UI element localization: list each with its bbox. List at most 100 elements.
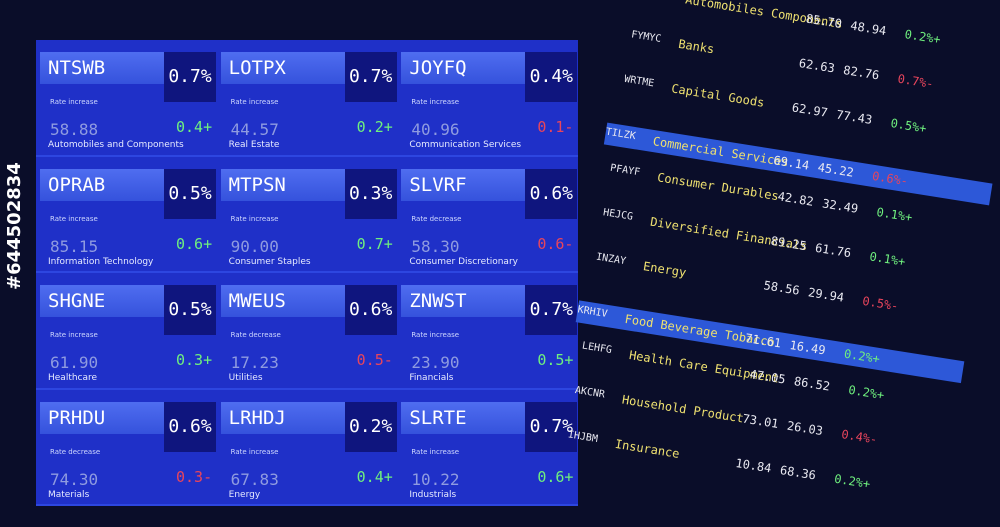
stock-tile: LRHDJ 0.2% Rate increase 67.83 0.4+ Energy bbox=[216, 390, 398, 506]
ticker: ZNWST bbox=[401, 285, 528, 317]
change: 0.1- bbox=[537, 118, 574, 136]
sector: Information Technology bbox=[48, 256, 154, 267]
sector: Automobiles and Components bbox=[48, 140, 184, 150]
value-a: 89.25 bbox=[769, 233, 808, 254]
rate-label: Rate decrease bbox=[411, 214, 462, 223]
rate-label: Rate increase bbox=[230, 214, 279, 223]
sector: Materials bbox=[48, 489, 90, 500]
value-a: 73.01 bbox=[741, 411, 780, 432]
value-b: 48.94 bbox=[849, 18, 888, 39]
sector: Banks bbox=[677, 36, 716, 57]
price: 67.83 bbox=[230, 469, 279, 489]
percent: 0.7% bbox=[344, 52, 397, 102]
change: 0.2%+ bbox=[903, 27, 942, 47]
percent: 0.6% bbox=[525, 168, 578, 219]
change: 0.6+ bbox=[176, 234, 213, 253]
value-b: 16.49 bbox=[788, 338, 827, 358]
sector: Consumer Discretionary bbox=[409, 256, 518, 267]
value-b: 77.43 bbox=[835, 107, 874, 127]
ticker: KRHIV bbox=[576, 304, 609, 320]
value-a: 62.63 bbox=[797, 55, 836, 76]
price: 23.90 bbox=[411, 353, 460, 372]
price: 85.15 bbox=[50, 236, 99, 256]
stock-tile: NTSWB 0.7% Rate increase 58.88 0.4+ Automobil… bbox=[36, 40, 217, 157]
percent: 0.7% bbox=[525, 401, 578, 452]
ticker: SLRTE bbox=[401, 401, 528, 434]
rate-label: Rate decrease bbox=[50, 447, 101, 456]
value-a: 71.61 bbox=[744, 330, 783, 351]
ticker: HEJCG bbox=[602, 207, 634, 223]
value-b: 29.94 bbox=[807, 285, 846, 305]
value-a: 69.14 bbox=[772, 153, 811, 173]
percent: 0.2% bbox=[344, 401, 397, 452]
change: 0.6- bbox=[537, 234, 574, 253]
value-a: 47.05 bbox=[748, 367, 787, 387]
sector: Financials bbox=[409, 373, 454, 383]
sector: Healthcare bbox=[48, 373, 98, 383]
sector: Energy bbox=[642, 259, 688, 280]
change: 0.4+ bbox=[176, 118, 213, 136]
tile-panel: NTSWB 0.7% Rate increase 58.88 0.4+ Automobil… bbox=[36, 40, 578, 506]
price: 58.88 bbox=[50, 120, 99, 139]
change: 0.7%- bbox=[896, 71, 935, 92]
change: 0.2%+ bbox=[847, 382, 886, 403]
ticker: IHJBM bbox=[567, 429, 599, 445]
percent: 0.6% bbox=[164, 401, 216, 452]
ticker: SHGNE bbox=[40, 285, 166, 317]
change: 0.4+ bbox=[356, 467, 393, 486]
rate-label: Rate increase bbox=[411, 447, 460, 456]
ticker: INZAY bbox=[595, 251, 627, 268]
value-b: 68.36 bbox=[778, 463, 817, 483]
percent: 0.3% bbox=[344, 168, 397, 219]
value-a: 85.70 bbox=[804, 11, 843, 32]
stock-tile: OPRAB 0.5% Rate increase 85.15 0.6+ Informati… bbox=[36, 157, 217, 273]
change: 0.5%+ bbox=[889, 116, 928, 136]
rate-label: Rate increase bbox=[50, 98, 98, 106]
value-b: 32.49 bbox=[821, 196, 860, 216]
stock-tile: SLVRF 0.6% Rate decrease 58.30 0.6- Consumer … bbox=[397, 157, 578, 273]
stock-tile: SHGNE 0.5% Rate increase 61.90 0.3+ Healthcar… bbox=[36, 273, 217, 390]
ticker: AKCNR bbox=[574, 384, 606, 401]
ticker: SLVRF bbox=[401, 168, 528, 201]
stock-tile: MTPSN 0.3% Rate increase 90.00 0.7+ Consumer … bbox=[216, 157, 398, 273]
stock-tile: ZNWST 0.7% Rate increase 23.90 0.5+ Financial… bbox=[397, 273, 578, 390]
ticker: LRHDJ bbox=[220, 401, 347, 434]
ticker: LEHFG bbox=[581, 340, 613, 357]
quote-board: LOTPXAutomobiles Components85.7048.940.2… bbox=[563, 0, 1000, 527]
change: 0.2+ bbox=[356, 118, 393, 136]
change: 0.2%+ bbox=[842, 346, 881, 367]
sector: Real Estate bbox=[228, 140, 280, 150]
price: 61.90 bbox=[50, 353, 99, 372]
sector: Industrials bbox=[409, 489, 457, 500]
change: 0.3+ bbox=[176, 351, 213, 369]
ticker: MWEUS bbox=[220, 285, 347, 317]
percent: 0.6% bbox=[344, 285, 397, 335]
ticker: PFAYF bbox=[609, 162, 641, 179]
ticker: OPRAB bbox=[40, 168, 166, 201]
price: 44.57 bbox=[230, 120, 279, 139]
change: 0.3- bbox=[176, 467, 213, 486]
change: 0.7+ bbox=[356, 234, 393, 253]
rate-label: Rate increase bbox=[50, 331, 98, 339]
watermark-id: #644502834 bbox=[4, 162, 25, 290]
price: 17.23 bbox=[230, 353, 279, 372]
ticker: MTPSN bbox=[220, 168, 347, 201]
value-b: 86.52 bbox=[793, 374, 831, 394]
percent: 0.5% bbox=[164, 285, 216, 335]
rate-label: Rate increase bbox=[411, 98, 460, 106]
ticker: LOTPX bbox=[637, 0, 668, 1]
change: 0.2%+ bbox=[833, 471, 872, 492]
percent: 0.7% bbox=[525, 285, 578, 335]
sector: Communication Services bbox=[409, 140, 522, 150]
ticker: PRHDU bbox=[40, 401, 166, 434]
ticker: WRTME bbox=[623, 73, 655, 90]
change: 0.5%- bbox=[861, 293, 900, 314]
ticker: TILZK bbox=[604, 126, 637, 143]
percent: 0.4% bbox=[525, 52, 578, 102]
change: 0.6%- bbox=[871, 168, 910, 189]
price: 40.96 bbox=[411, 120, 460, 139]
ticker: LOTPX bbox=[220, 52, 347, 84]
change: 0.6+ bbox=[537, 467, 574, 486]
price: 10.22 bbox=[411, 469, 460, 489]
value-b: 61.76 bbox=[814, 240, 853, 261]
